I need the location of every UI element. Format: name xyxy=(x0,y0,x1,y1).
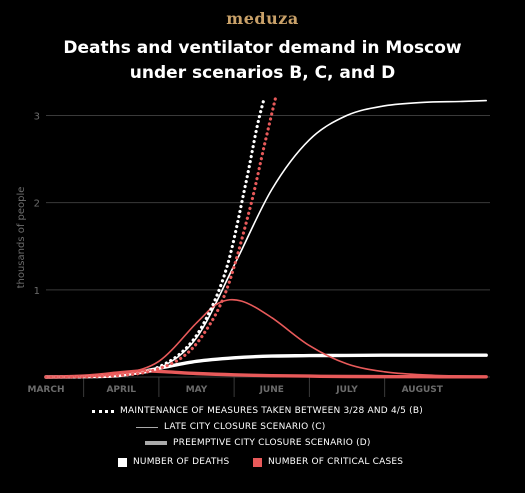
x-tick-label: MARCH xyxy=(28,385,65,395)
thick-line-swatch xyxy=(145,441,167,445)
scenario-c-critical-line xyxy=(45,298,487,378)
x-tick-label: MAY xyxy=(186,385,208,395)
x-tick-label: JUNE xyxy=(259,385,284,395)
scenario-c-deaths-line xyxy=(45,99,487,378)
brand-logo: meduza xyxy=(226,9,299,28)
legend-item-deaths: NUMBER OF DEATHS xyxy=(118,455,229,469)
chart-title-line-2: under scenarios B, C, and D xyxy=(129,63,396,83)
scenario-b-deaths-line xyxy=(44,96,266,379)
y-tick-label: 1 xyxy=(34,286,40,297)
legend-item-scenario-b: MAINTENANCE OF MEASURES TAKEN BETWEEN 3/… xyxy=(92,404,423,418)
legend-item-scenario-d: PREEMPTIVE CITY CLOSURE SCENARIO (D) xyxy=(145,436,371,450)
chart-title: Deaths and ventilator demand in Moscow u… xyxy=(0,36,525,86)
x-tick-label: APRIL xyxy=(106,385,136,395)
legend-item-critical: NUMBER OF CRITICAL CASES xyxy=(253,455,403,469)
x-tick-label: JULY xyxy=(335,385,358,395)
series-lines xyxy=(44,96,488,379)
legend-label-scenario-b: MAINTENANCE OF MEASURES TAKEN BETWEEN 3/… xyxy=(120,406,423,416)
scenario-b-critical-line xyxy=(44,96,278,379)
legend-item-scenario-c: LATE CITY CLOSURE SCENARIO (C) xyxy=(136,420,325,434)
y-tick-label: 3 xyxy=(34,111,40,122)
y-axis-label: thousands of people xyxy=(16,187,27,289)
legend-label-deaths: NUMBER OF DEATHS xyxy=(133,457,230,467)
axis-labels: 1 2 3 MARCH APRIL MAY JUNE JULY AUGUST thousands … xyxy=(16,111,444,395)
deaths-color-swatch xyxy=(118,457,127,467)
legend-label-scenario-c: LATE CITY CLOSURE SCENARIO (C) xyxy=(164,422,326,432)
legend-label-critical: NUMBER OF CRITICAL CASES xyxy=(268,457,404,467)
chart-title-line-1: Deaths and ventilator demand in Moscow xyxy=(63,38,462,58)
scenario-d-critical-line xyxy=(44,369,488,379)
dotted-line-swatch xyxy=(92,409,114,413)
legend-label-scenario-d: PREEMPTIVE CITY CLOSURE SCENARIO (D) xyxy=(173,438,371,448)
x-tick-label: AUGUST xyxy=(402,385,444,395)
thin-line-swatch xyxy=(136,426,158,428)
y-tick-label: 2 xyxy=(34,199,40,210)
critical-color-swatch xyxy=(253,457,262,467)
